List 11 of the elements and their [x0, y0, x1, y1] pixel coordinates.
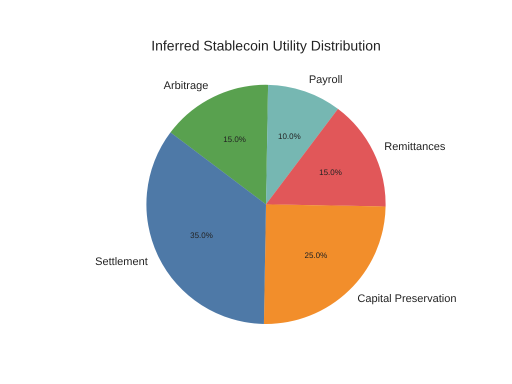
data-label: 10.0%	[278, 132, 301, 141]
slice-label: Settlement	[95, 256, 148, 268]
slice-label: Capital Preservation	[357, 293, 456, 306]
data-label: 15.0%	[319, 168, 342, 178]
data-label: 35.0%	[190, 231, 213, 240]
data-label: 15.0%	[223, 135, 246, 144]
chart-title: Inferred Stablecoin Utility Distribution	[151, 37, 381, 54]
slice-label: Arbitrage	[164, 80, 208, 92]
slice-label: Remittances	[384, 140, 446, 153]
data-label: 25.0%	[304, 251, 328, 260]
slice-label: Payroll	[308, 74, 342, 86]
